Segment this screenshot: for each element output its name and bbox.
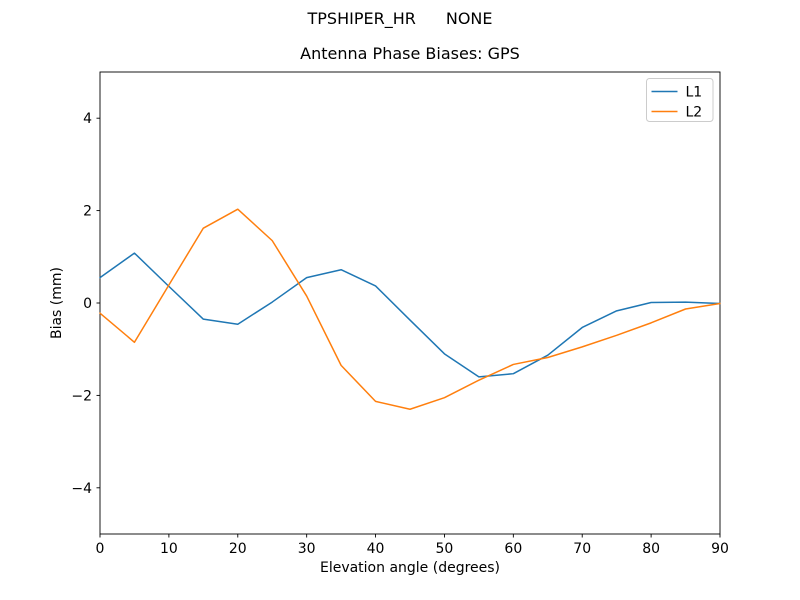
x-tick-label: 20 <box>229 541 247 557</box>
suptitle-variant: NONE <box>445 9 493 28</box>
y-tick-label: −4 <box>71 481 92 497</box>
figure-suptitle: TPSHIPER_HR NONE <box>0 9 800 28</box>
plot-border <box>99 71 721 535</box>
axis-ticks: 0 10 20 30 40 50 60 70 80 90 −4 −2 0 2 4 <box>71 111 729 557</box>
x-tick-label: 40 <box>367 541 385 557</box>
x-tick-label: 0 <box>96 541 105 557</box>
series-line-L1 <box>99 252 721 378</box>
x-tick-label: 10 <box>160 541 178 557</box>
data-series <box>99 208 721 411</box>
x-tick-label: 60 <box>504 541 522 557</box>
y-tick-label: −2 <box>71 388 92 404</box>
axes-title: Antenna Phase Biases: GPS <box>300 44 520 63</box>
legend-box <box>646 78 714 122</box>
x-tick-label: 30 <box>298 541 316 557</box>
y-tick-label: 2 <box>83 204 92 220</box>
series-line-L2 <box>99 208 721 411</box>
legend-label-L2: L2 <box>686 105 703 121</box>
y-tick-label: 4 <box>83 111 92 127</box>
x-tick-label: 50 <box>436 541 454 557</box>
legend-label-L1: L1 <box>686 85 703 101</box>
x-tick-label: 70 <box>573 541 591 557</box>
y-axis-label: Bias (mm) <box>49 267 65 339</box>
x-tick-label: 80 <box>642 541 660 557</box>
y-tick-label: 0 <box>83 296 92 312</box>
suptitle-station: TPSHIPER_HR <box>307 9 416 28</box>
x-tick-label: 90 <box>711 541 729 557</box>
x-axis-label: Elevation angle (degrees) <box>320 560 500 576</box>
